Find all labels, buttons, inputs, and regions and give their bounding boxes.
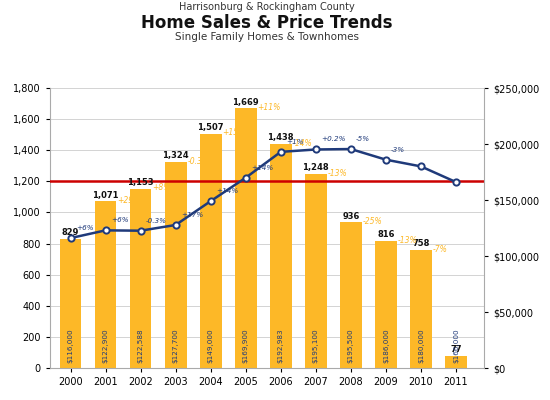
Text: +17%: +17% xyxy=(181,212,203,218)
Text: -7%: -7% xyxy=(432,245,447,254)
Text: $166,000: $166,000 xyxy=(453,329,459,363)
Text: 77: 77 xyxy=(450,345,461,354)
Text: 936: 936 xyxy=(342,212,360,220)
Bar xyxy=(200,134,222,368)
Text: $122,900: $122,900 xyxy=(102,329,108,363)
Text: +11%: +11% xyxy=(257,103,280,112)
Title: Harrisonburg & Rockingham County
Home Sales & Price Trends
Single Family Homes &: Harrisonburg & Rockingham County Home Sa… xyxy=(0,399,1,400)
Text: +6%: +6% xyxy=(76,225,94,231)
Text: $195,500: $195,500 xyxy=(348,329,354,363)
Text: $122,588: $122,588 xyxy=(138,329,144,363)
Bar xyxy=(95,202,117,368)
Text: Harrisonburg & Rockingham County: Harrisonburg & Rockingham County xyxy=(179,2,355,12)
Text: +6%: +6% xyxy=(111,217,129,223)
Text: -13%: -13% xyxy=(398,236,417,245)
Text: Home Sales & Price Trends: Home Sales & Price Trends xyxy=(141,14,393,32)
Bar xyxy=(340,222,362,368)
Text: 816: 816 xyxy=(377,230,395,239)
Text: 1,669: 1,669 xyxy=(233,98,259,106)
Bar xyxy=(59,239,81,368)
Text: $180,000: $180,000 xyxy=(418,329,424,363)
Text: $186,000: $186,000 xyxy=(383,329,389,363)
Text: 1,438: 1,438 xyxy=(267,134,294,142)
Bar xyxy=(445,356,467,368)
Text: +29%: +29% xyxy=(117,196,140,205)
Text: -0.3%: -0.3% xyxy=(146,218,167,224)
Bar xyxy=(305,174,327,368)
Text: $192,983: $192,983 xyxy=(278,329,284,363)
Text: -13%: -13% xyxy=(327,168,347,178)
Text: $116,000: $116,000 xyxy=(68,329,74,363)
Text: -5%: -5% xyxy=(356,136,370,142)
Text: 829: 829 xyxy=(62,228,79,237)
Text: +1%: +1% xyxy=(286,139,304,145)
Text: 1,507: 1,507 xyxy=(197,123,224,132)
Text: $149,000: $149,000 xyxy=(208,329,214,363)
Text: +15%: +15% xyxy=(222,128,246,137)
Text: Single Family Homes & Townhomes: Single Family Homes & Townhomes xyxy=(175,32,359,42)
Text: -3%: -3% xyxy=(391,147,405,153)
Bar xyxy=(375,241,397,368)
Text: +14%: +14% xyxy=(251,165,273,171)
Text: 1,071: 1,071 xyxy=(92,190,119,200)
Text: 1,153: 1,153 xyxy=(127,178,154,187)
Bar xyxy=(165,162,186,368)
Text: -14%: -14% xyxy=(293,139,312,148)
Bar xyxy=(235,108,257,368)
Text: -25%: -25% xyxy=(362,217,382,226)
Text: 1,248: 1,248 xyxy=(302,163,329,172)
Text: +14%: +14% xyxy=(216,188,238,194)
Text: 1,324: 1,324 xyxy=(162,151,189,160)
Text: +8%: +8% xyxy=(152,183,170,192)
Bar xyxy=(270,144,292,368)
Bar xyxy=(410,250,432,368)
Text: 758: 758 xyxy=(412,239,430,248)
Text: $195,100: $195,100 xyxy=(313,329,319,363)
Text: +0.2%: +0.2% xyxy=(321,136,345,142)
Bar xyxy=(130,189,151,368)
Text: -0.3%: -0.3% xyxy=(187,157,210,166)
Text: $169,900: $169,900 xyxy=(243,329,249,363)
Text: $127,700: $127,700 xyxy=(173,329,179,363)
